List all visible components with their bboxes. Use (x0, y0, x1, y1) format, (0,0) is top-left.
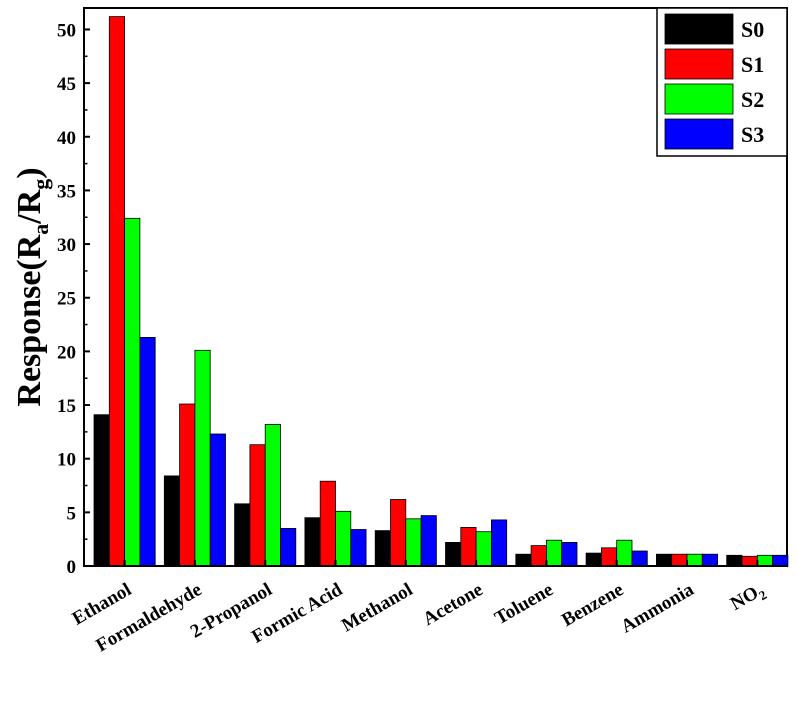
bar-s1-5 (460, 527, 477, 567)
bar-s0-1 (163, 475, 181, 567)
y-tick-label-0: 0 (67, 557, 77, 578)
legend-swatch-s1 (664, 48, 734, 80)
x-tick-label-8: Ammonia (618, 579, 698, 638)
axes-group (83, 8, 787, 567)
y-tick-label-50: 50 (57, 20, 76, 41)
bar-s1-1 (179, 403, 196, 567)
bar-s1-7 (601, 547, 618, 567)
bar-s0-0 (93, 414, 110, 567)
bar-s1-4 (390, 499, 407, 567)
bar-s0-2 (234, 503, 251, 567)
legend-swatch-s2 (664, 83, 734, 115)
y-ticks-group: 0 5 10 15 20 25 30 35 40 45 50 (57, 20, 90, 578)
bar-s3-8 (701, 553, 718, 567)
legend-swatch-s0 (664, 13, 734, 45)
y-tick-label-10: 10 (57, 450, 76, 471)
bar-s3-1 (209, 433, 226, 567)
bar-s0-6 (515, 553, 532, 567)
legend: S0 S1 S2 S3 (656, 7, 788, 157)
legend-swatch-s3 (664, 118, 734, 150)
bar-s2-6 (546, 539, 563, 567)
legend-label-s3: S3 (741, 122, 764, 147)
bar-s3-0 (139, 336, 156, 567)
y-tick-label-15: 15 (57, 396, 76, 417)
bar-s2-5 (475, 531, 492, 567)
bar-s3-6 (561, 542, 578, 567)
bar-s1-3 (319, 480, 336, 567)
bar-s2-9 (756, 554, 773, 567)
bar-s2-8 (686, 553, 703, 567)
bar-s1-0 (108, 16, 126, 567)
y-tick-label-40: 40 (57, 128, 76, 149)
bar-s2-1 (194, 349, 211, 567)
bar-s2-0 (124, 217, 141, 567)
x-tick-label-5: Acetone (419, 579, 486, 630)
x-tick-label-6: Toluene (491, 579, 557, 629)
bar-s3-3 (350, 529, 367, 567)
y-tick-label-45: 45 (57, 74, 76, 95)
bar-s0-3 (304, 517, 321, 567)
legend-label-s0: S0 (741, 17, 764, 42)
bar-s1-8 (671, 553, 688, 567)
y-axis-title: Response(Ra/Rg) (11, 167, 53, 406)
bar-s3-7 (631, 550, 648, 567)
bar-s3-5 (490, 519, 508, 567)
bar-s3-9 (772, 554, 789, 567)
bar-s0-4 (374, 530, 391, 567)
bar-s0-7 (585, 552, 602, 567)
bar-s2-7 (616, 539, 633, 567)
x-tick-label-4: Methanol (338, 579, 416, 636)
bar-s1-9 (741, 555, 758, 567)
y-tick-label-25: 25 (57, 289, 76, 310)
bar-s1-2 (249, 444, 266, 567)
bar-s0-9 (726, 554, 743, 567)
x-tick-label-7: Benzene (558, 579, 627, 631)
legend-label-s2: S2 (741, 87, 764, 112)
bar-s1-6 (530, 545, 547, 567)
bar-s0-8 (656, 553, 673, 567)
bar-s0-5 (445, 542, 462, 567)
y-tick-label-30: 30 (57, 235, 76, 256)
bars-group (93, 16, 789, 567)
bar-s2-4 (405, 518, 422, 567)
y-tick-label-5: 5 (67, 503, 77, 524)
bar-s2-3 (335, 510, 352, 567)
bar-s3-4 (420, 515, 437, 567)
x-tick-label-9: NO2 (727, 579, 769, 617)
bar-s3-2 (280, 528, 297, 567)
legend-label-s1: S1 (741, 52, 764, 77)
y-tick-label-20: 20 (57, 342, 76, 363)
y-axis-title-group: Response(Ra/Rg) (11, 167, 53, 406)
bar-s2-2 (264, 423, 281, 567)
y-tick-label-35: 35 (57, 181, 76, 202)
